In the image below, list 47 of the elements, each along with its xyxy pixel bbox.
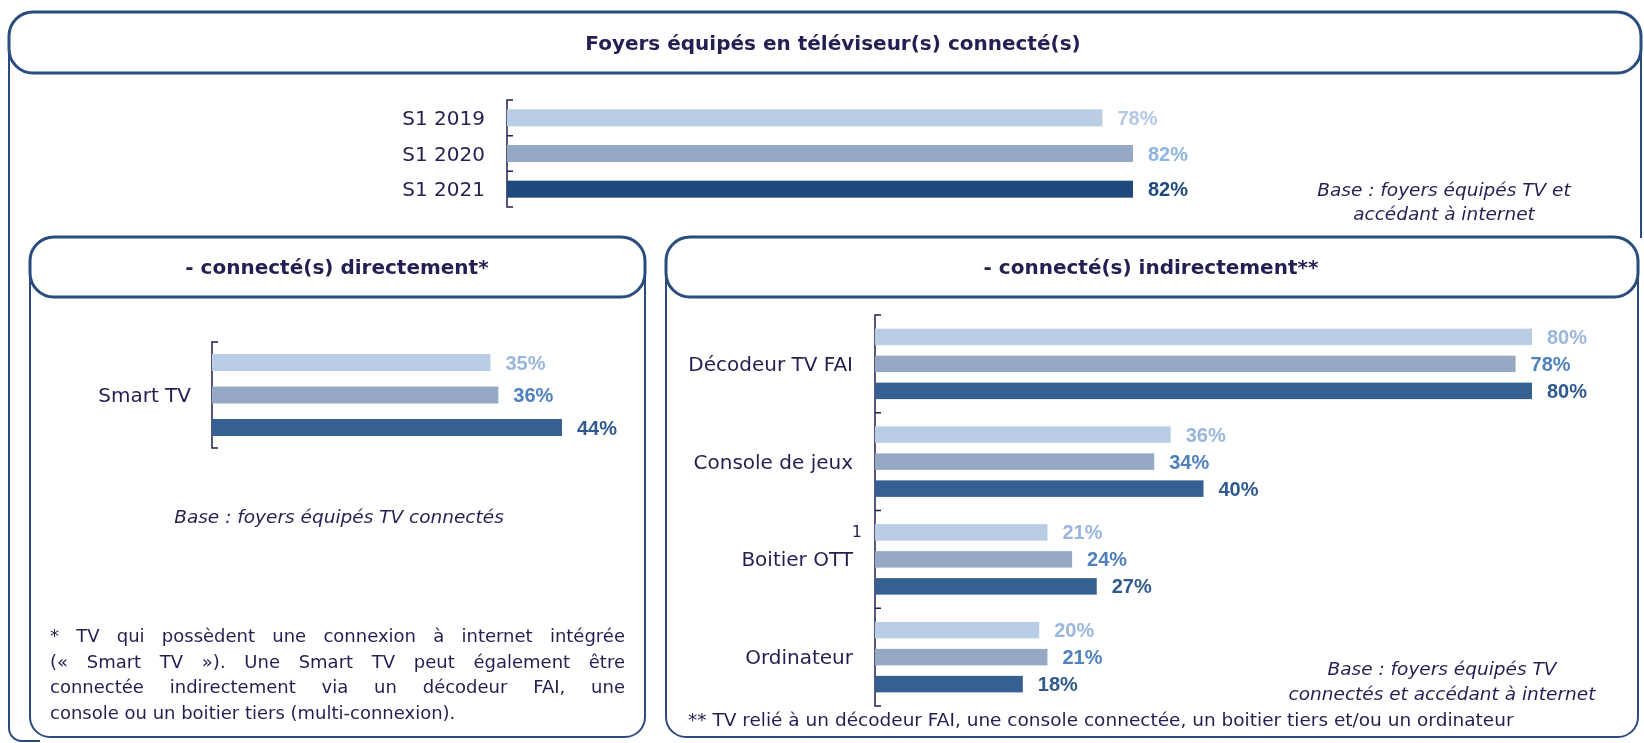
bar xyxy=(875,648,1048,666)
y-tick-label: Boitier OTT xyxy=(741,547,854,572)
text: Base : foyers équipés TV et accédant à internet xyxy=(1317,179,1572,224)
data-label: 80% xyxy=(1547,325,1588,348)
data-label: 80% xyxy=(1547,379,1588,402)
data-label: 20% xyxy=(1054,619,1095,642)
data-label: 24% xyxy=(1087,548,1128,571)
bar xyxy=(875,382,1532,400)
y-tick-label: S1 2020 xyxy=(402,141,485,166)
bar xyxy=(875,453,1155,470)
bar xyxy=(875,578,1097,595)
text: ** TV relié à un décodeur FAI, une console connectée, un boitier tiers et/ou un ordinateur xyxy=(688,709,1514,730)
data-label: 27% xyxy=(1111,575,1152,598)
text: 1 xyxy=(851,522,862,541)
text: * TV qui possèdent une connexion à internet intégrée (« Smart TV »). Une Smart TV peut également être connectée indirectement via un décodeur FAI, une console ou un boitier tiers (multi-connexion). xyxy=(50,625,625,723)
bar xyxy=(875,621,1040,639)
data-label: 18% xyxy=(1037,673,1079,696)
y-tick-label: S1 2021 xyxy=(402,177,485,202)
annotation: Base : foyers équipés TV connectés et accédant à internet xyxy=(1288,658,1597,704)
y-tick-label: S1 2019 xyxy=(402,105,485,130)
data-label: 78% xyxy=(1117,106,1158,129)
bar xyxy=(875,551,1073,568)
bar xyxy=(875,480,1204,497)
data-label: 36% xyxy=(1185,423,1226,446)
chart-title: - connecté(s) indirectement** xyxy=(983,255,1319,279)
data-label: 82% xyxy=(1148,142,1189,165)
bar xyxy=(875,524,1048,541)
data-label: 78% xyxy=(1530,352,1571,375)
bar xyxy=(875,675,1023,693)
bar xyxy=(875,328,1532,346)
data-label: 21% xyxy=(1062,646,1103,669)
text: Base : foyers équipés TV connectés xyxy=(174,506,505,527)
y-tick-label: Décodeur TV FAI xyxy=(688,351,853,376)
bar xyxy=(875,426,1171,443)
data-label: 40% xyxy=(1218,477,1259,500)
y-tick-label: Console de jeux xyxy=(693,449,854,474)
data-label: 44% xyxy=(577,416,618,439)
data-label: 34% xyxy=(1169,450,1210,473)
data-label: 21% xyxy=(1062,521,1103,544)
data-label: 35% xyxy=(505,351,546,374)
data-label: 36% xyxy=(513,384,554,406)
chart-title: - connecté(s) directement* xyxy=(185,255,490,279)
bar xyxy=(875,355,1516,373)
y-tick-label: Smart TV xyxy=(98,383,192,407)
y-tick-label: Ordinateur xyxy=(745,645,854,670)
chart-title: Foyers équipés en téléviseur(s) connecté(s) xyxy=(585,31,1081,55)
data-label: 82% xyxy=(1148,178,1189,201)
